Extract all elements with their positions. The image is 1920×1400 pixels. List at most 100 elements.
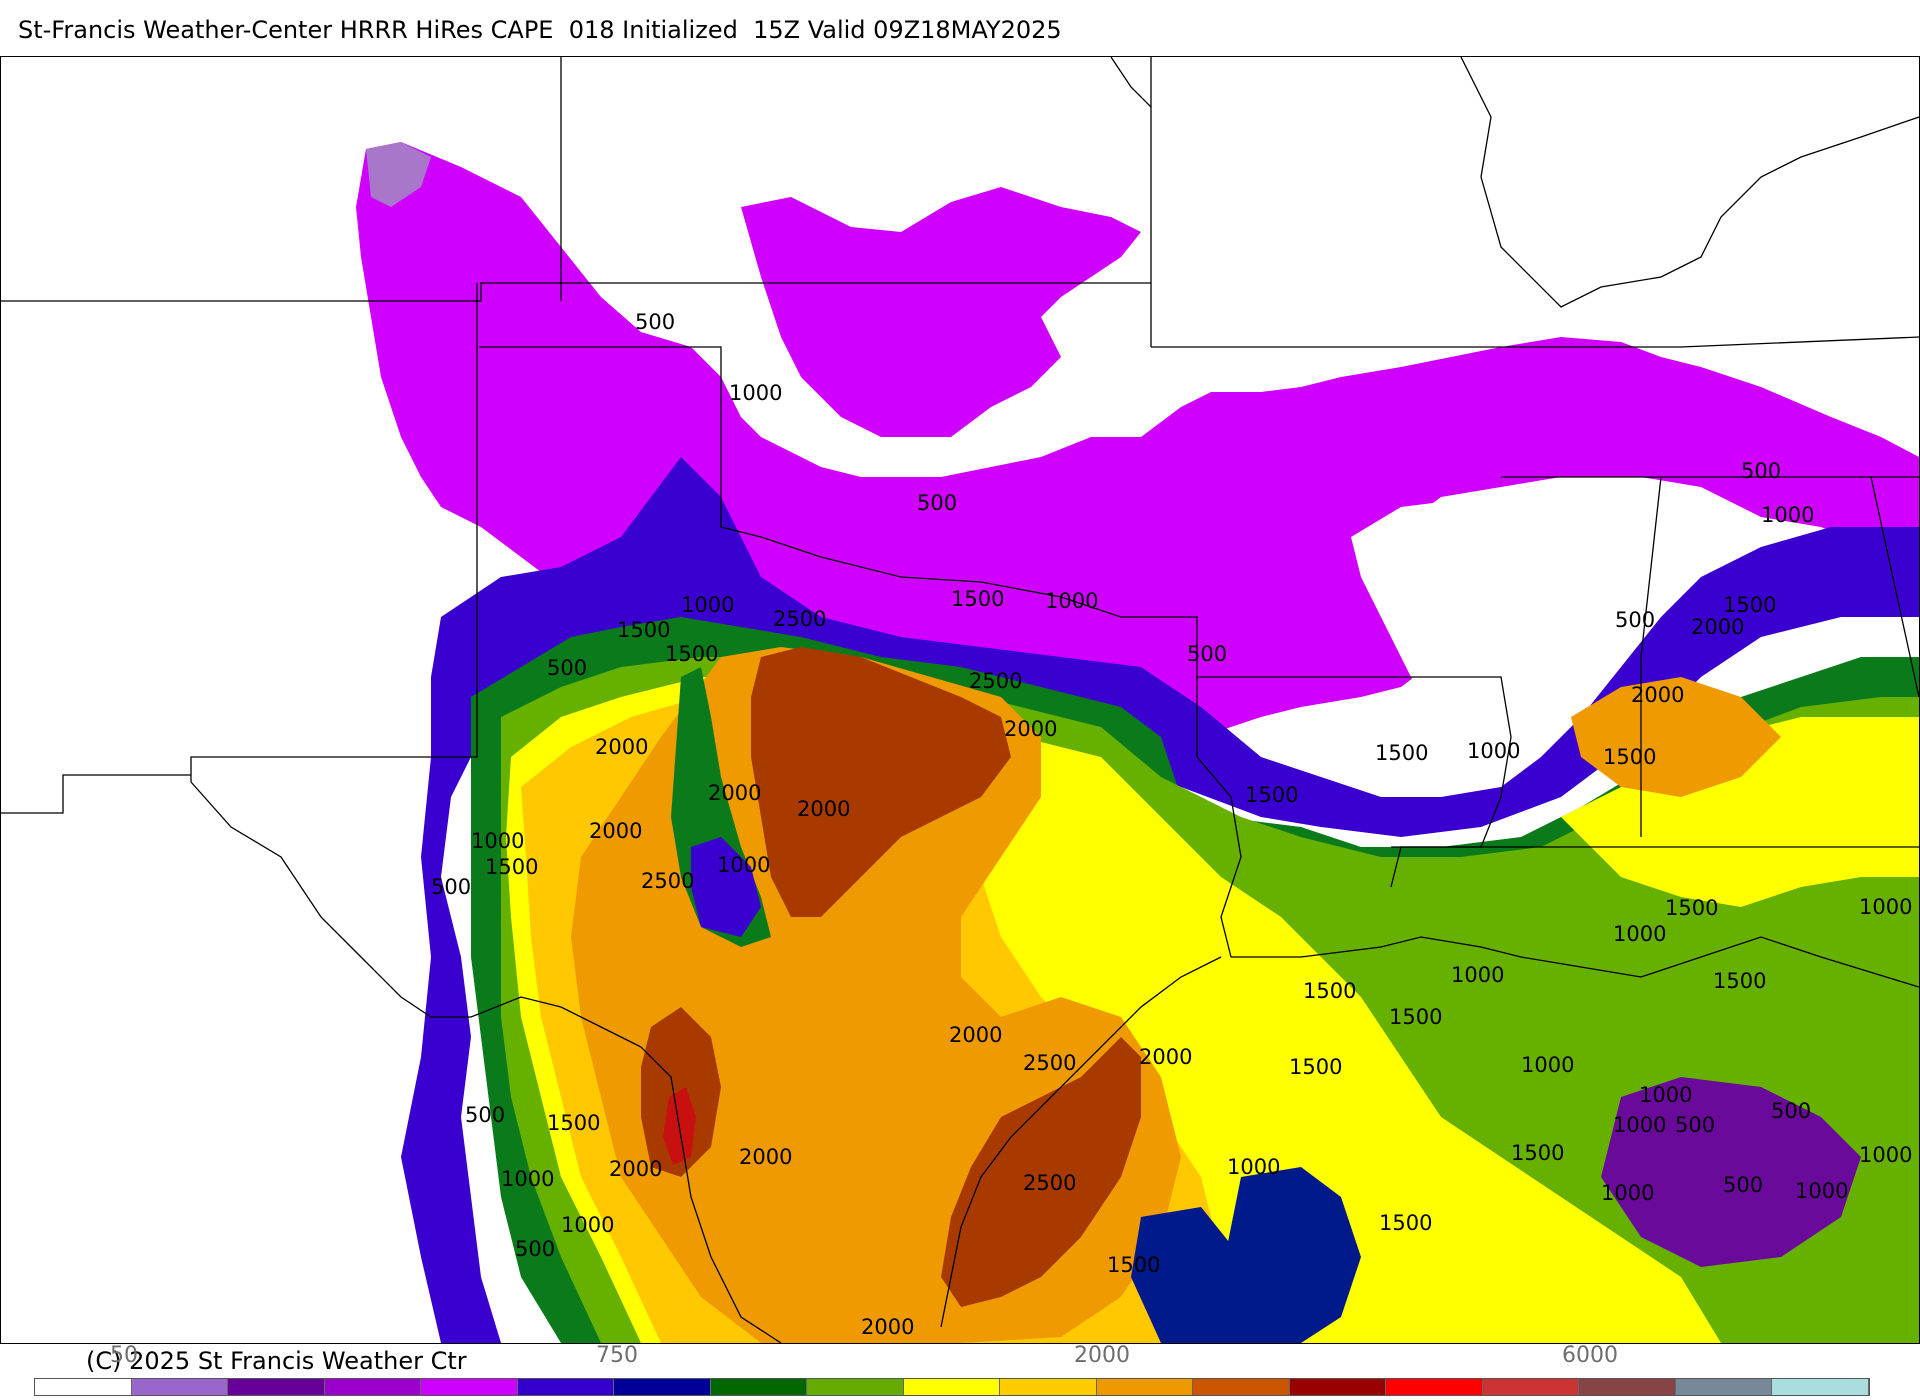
boundary-line xyxy=(1110,57,1152,108)
contour-label: 500 xyxy=(515,1237,555,1261)
contour-label: 1500 xyxy=(951,587,1004,611)
contour-label: 1000 xyxy=(681,593,734,617)
colorbar-swatch xyxy=(1193,1379,1290,1395)
colorbar-swatch xyxy=(710,1379,807,1395)
cape-region-blue xyxy=(401,457,1919,1343)
contour-label: 2000 xyxy=(708,781,761,805)
contour-label: 1000 xyxy=(501,1167,554,1191)
contour-label: 2500 xyxy=(1023,1171,1076,1195)
colorbar-tick-label: 750 xyxy=(596,1343,638,1368)
boundary-line xyxy=(1640,476,1662,837)
contour-label: 2000 xyxy=(949,1023,1002,1047)
cape-region-magenta-lobe xyxy=(741,187,1141,437)
colorbar-swatch xyxy=(1772,1379,1869,1395)
colorbar-swatch xyxy=(324,1379,421,1395)
boundary-line xyxy=(1460,57,1919,308)
copyright-notice: (C) 2025 St Francis Weather Ctr xyxy=(86,1347,467,1375)
contour-label: 1000 xyxy=(1467,739,1520,763)
contour-label: 1000 xyxy=(1795,1179,1848,1203)
colorbar-swatch xyxy=(421,1379,518,1395)
cape-region-lavender xyxy=(366,142,431,207)
contour-label: 500 xyxy=(1675,1113,1715,1137)
contour-label: 1000 xyxy=(561,1213,614,1237)
contour-label: 1000 xyxy=(1639,1083,1692,1107)
contour-label: 1000 xyxy=(1613,922,1666,946)
contour-label: 2000 xyxy=(595,735,648,759)
cape-fill-layer xyxy=(356,142,1919,1343)
boundary-line xyxy=(1231,936,1919,988)
cape-region-clear xyxy=(1351,497,1651,707)
contour-label: 1000 xyxy=(717,853,770,877)
contour-label: 1500 xyxy=(1723,593,1776,617)
colorbar-swatch xyxy=(1482,1379,1579,1395)
contour-label: 2000 xyxy=(1631,683,1684,707)
contour-label: 500 xyxy=(1771,1099,1811,1123)
contour-label: 500 xyxy=(1741,459,1781,483)
cape-region-brown-north xyxy=(751,647,1011,917)
boundary-line xyxy=(479,346,1198,757)
contour-label: 1500 xyxy=(1379,1211,1432,1235)
contour-label: 1500 xyxy=(547,1111,600,1135)
colorbar-swatch xyxy=(35,1379,132,1395)
contour-label: 1500 xyxy=(485,855,538,879)
contour-label: 1000 xyxy=(1761,503,1814,527)
boundary-line xyxy=(190,283,478,782)
colorbar-swatch xyxy=(1579,1379,1676,1395)
colorbar-swatch xyxy=(1096,1379,1193,1395)
colorbar-swatch xyxy=(1386,1379,1483,1395)
cape-region-navy-southeast xyxy=(1221,1167,1361,1343)
contour-label: 2500 xyxy=(773,607,826,631)
contour-label: 1500 xyxy=(1303,979,1356,1003)
colorbar-tick-label: 50 xyxy=(110,1343,138,1368)
contour-label: 1500 xyxy=(1603,745,1656,769)
boundary-line xyxy=(1151,336,1919,348)
contour-label: 1500 xyxy=(1245,783,1298,807)
contour-label: 2000 xyxy=(1139,1045,1192,1069)
contour-label: 1000 xyxy=(1227,1155,1280,1179)
contour-label: 1000 xyxy=(1613,1113,1666,1137)
contour-label: 2000 xyxy=(861,1315,914,1339)
contour-label: 1500 xyxy=(1511,1141,1564,1165)
contour-label: 2500 xyxy=(969,669,1022,693)
cape-region-navy-south xyxy=(1131,1207,1251,1343)
cape-colorbar xyxy=(34,1378,1870,1396)
contour-label: 500 xyxy=(917,491,957,515)
contour-label: 2000 xyxy=(739,1145,792,1169)
cape-map-canvas: 500 1000 500 1000 1500 1000 2500 1500 15… xyxy=(1,57,1919,1343)
colorbar-swatch xyxy=(228,1379,325,1395)
contour-label: 1000 xyxy=(471,829,524,853)
boundary-line xyxy=(1,282,1151,302)
cape-region-brown-south xyxy=(941,1037,1141,1307)
contour-label: 1500 xyxy=(1665,896,1718,920)
contour-label: 2500 xyxy=(641,869,694,893)
colorbar-swatch xyxy=(807,1379,904,1395)
contour-label: 500 xyxy=(1615,608,1655,632)
contour-label: 500 xyxy=(1723,1173,1763,1197)
contour-label: 1000 xyxy=(1859,895,1912,919)
contour-labels: 500 1000 500 1000 1500 1000 2500 1500 15… xyxy=(431,310,1912,1339)
contour-label: 2000 xyxy=(609,1157,662,1181)
map-title: St-Francis Weather-Center HRRR HiRes CAP… xyxy=(18,16,1062,44)
contour-label: 500 xyxy=(635,310,675,334)
contour-label: 2000 xyxy=(589,819,642,843)
boundary-line xyxy=(1,774,191,814)
contour-label: 1000 xyxy=(729,381,782,405)
contour-label: 1500 xyxy=(665,642,718,666)
contour-label: 2000 xyxy=(1004,717,1057,741)
contour-label: 2000 xyxy=(1691,615,1744,639)
boundary-line xyxy=(190,781,782,1343)
colorbar-tick-label: 2000 xyxy=(1074,1343,1130,1368)
contour-label: 1500 xyxy=(1389,1005,1442,1029)
boundary-line xyxy=(1870,476,1919,698)
contour-label: 1500 xyxy=(1107,1253,1160,1277)
contour-label: 1500 xyxy=(1713,969,1766,993)
cape-map: 500 1000 500 1000 1500 1000 2500 1500 15… xyxy=(0,56,1920,1344)
contour-label: 2000 xyxy=(797,797,850,821)
colorbar-swatch xyxy=(614,1379,711,1395)
contour-label: 1500 xyxy=(1375,741,1428,765)
cape-region-purple-east xyxy=(1601,1077,1861,1267)
contour-label: 1000 xyxy=(1045,589,1098,613)
colorbar-swatch xyxy=(131,1379,228,1395)
contour-label: 1000 xyxy=(1451,963,1504,987)
colorbar-swatch xyxy=(1000,1379,1097,1395)
